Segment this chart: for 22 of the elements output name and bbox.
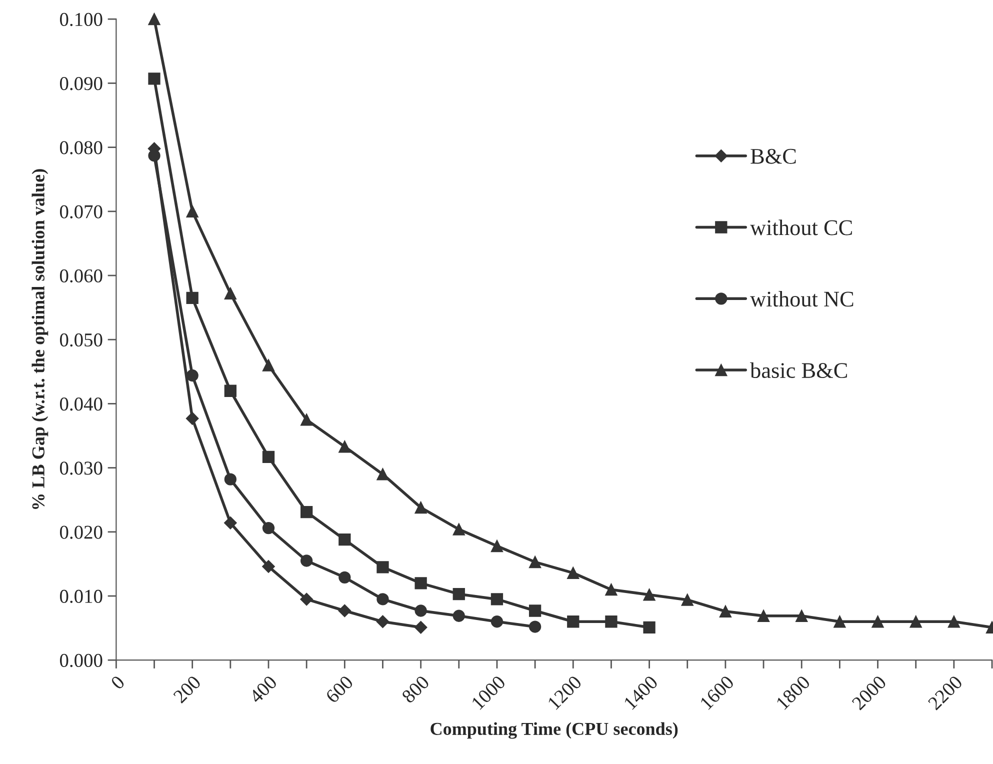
y-tick-label: 0.090 xyxy=(60,77,102,90)
legend-label: without NC xyxy=(750,291,854,307)
y-tick-label: 0.070 xyxy=(60,205,102,218)
x-tick-label: 600 xyxy=(325,674,354,704)
x-tick-label: 800 xyxy=(401,674,430,704)
y-axis-title: % LB Gap (w.r.t. the optimal solution value) xyxy=(32,169,48,509)
y-tick-label: 0.080 xyxy=(60,141,102,154)
legend-label: B&C xyxy=(750,148,796,164)
x-tick-label: 200 xyxy=(172,674,202,704)
y-tick-label: 0.060 xyxy=(60,269,102,283)
legend-label: without CC xyxy=(750,220,852,236)
y-tick-label: 0.050 xyxy=(60,333,102,347)
x-axis-title: Computing Time (CPU seconds) xyxy=(430,722,678,739)
y-tick-label: 0.100 xyxy=(60,12,102,26)
y-tick-label: 0.000 xyxy=(60,654,102,668)
y-tick-label: 0.020 xyxy=(60,526,102,539)
legend-label: basic B&C xyxy=(750,362,847,378)
x-tick-label: 400 xyxy=(248,674,278,704)
y-tick-label: 0.010 xyxy=(60,590,102,604)
x-tick-label: 0 xyxy=(110,674,126,690)
y-tick-label: 0.040 xyxy=(60,398,102,411)
y-tick-label: 0.030 xyxy=(60,462,102,475)
